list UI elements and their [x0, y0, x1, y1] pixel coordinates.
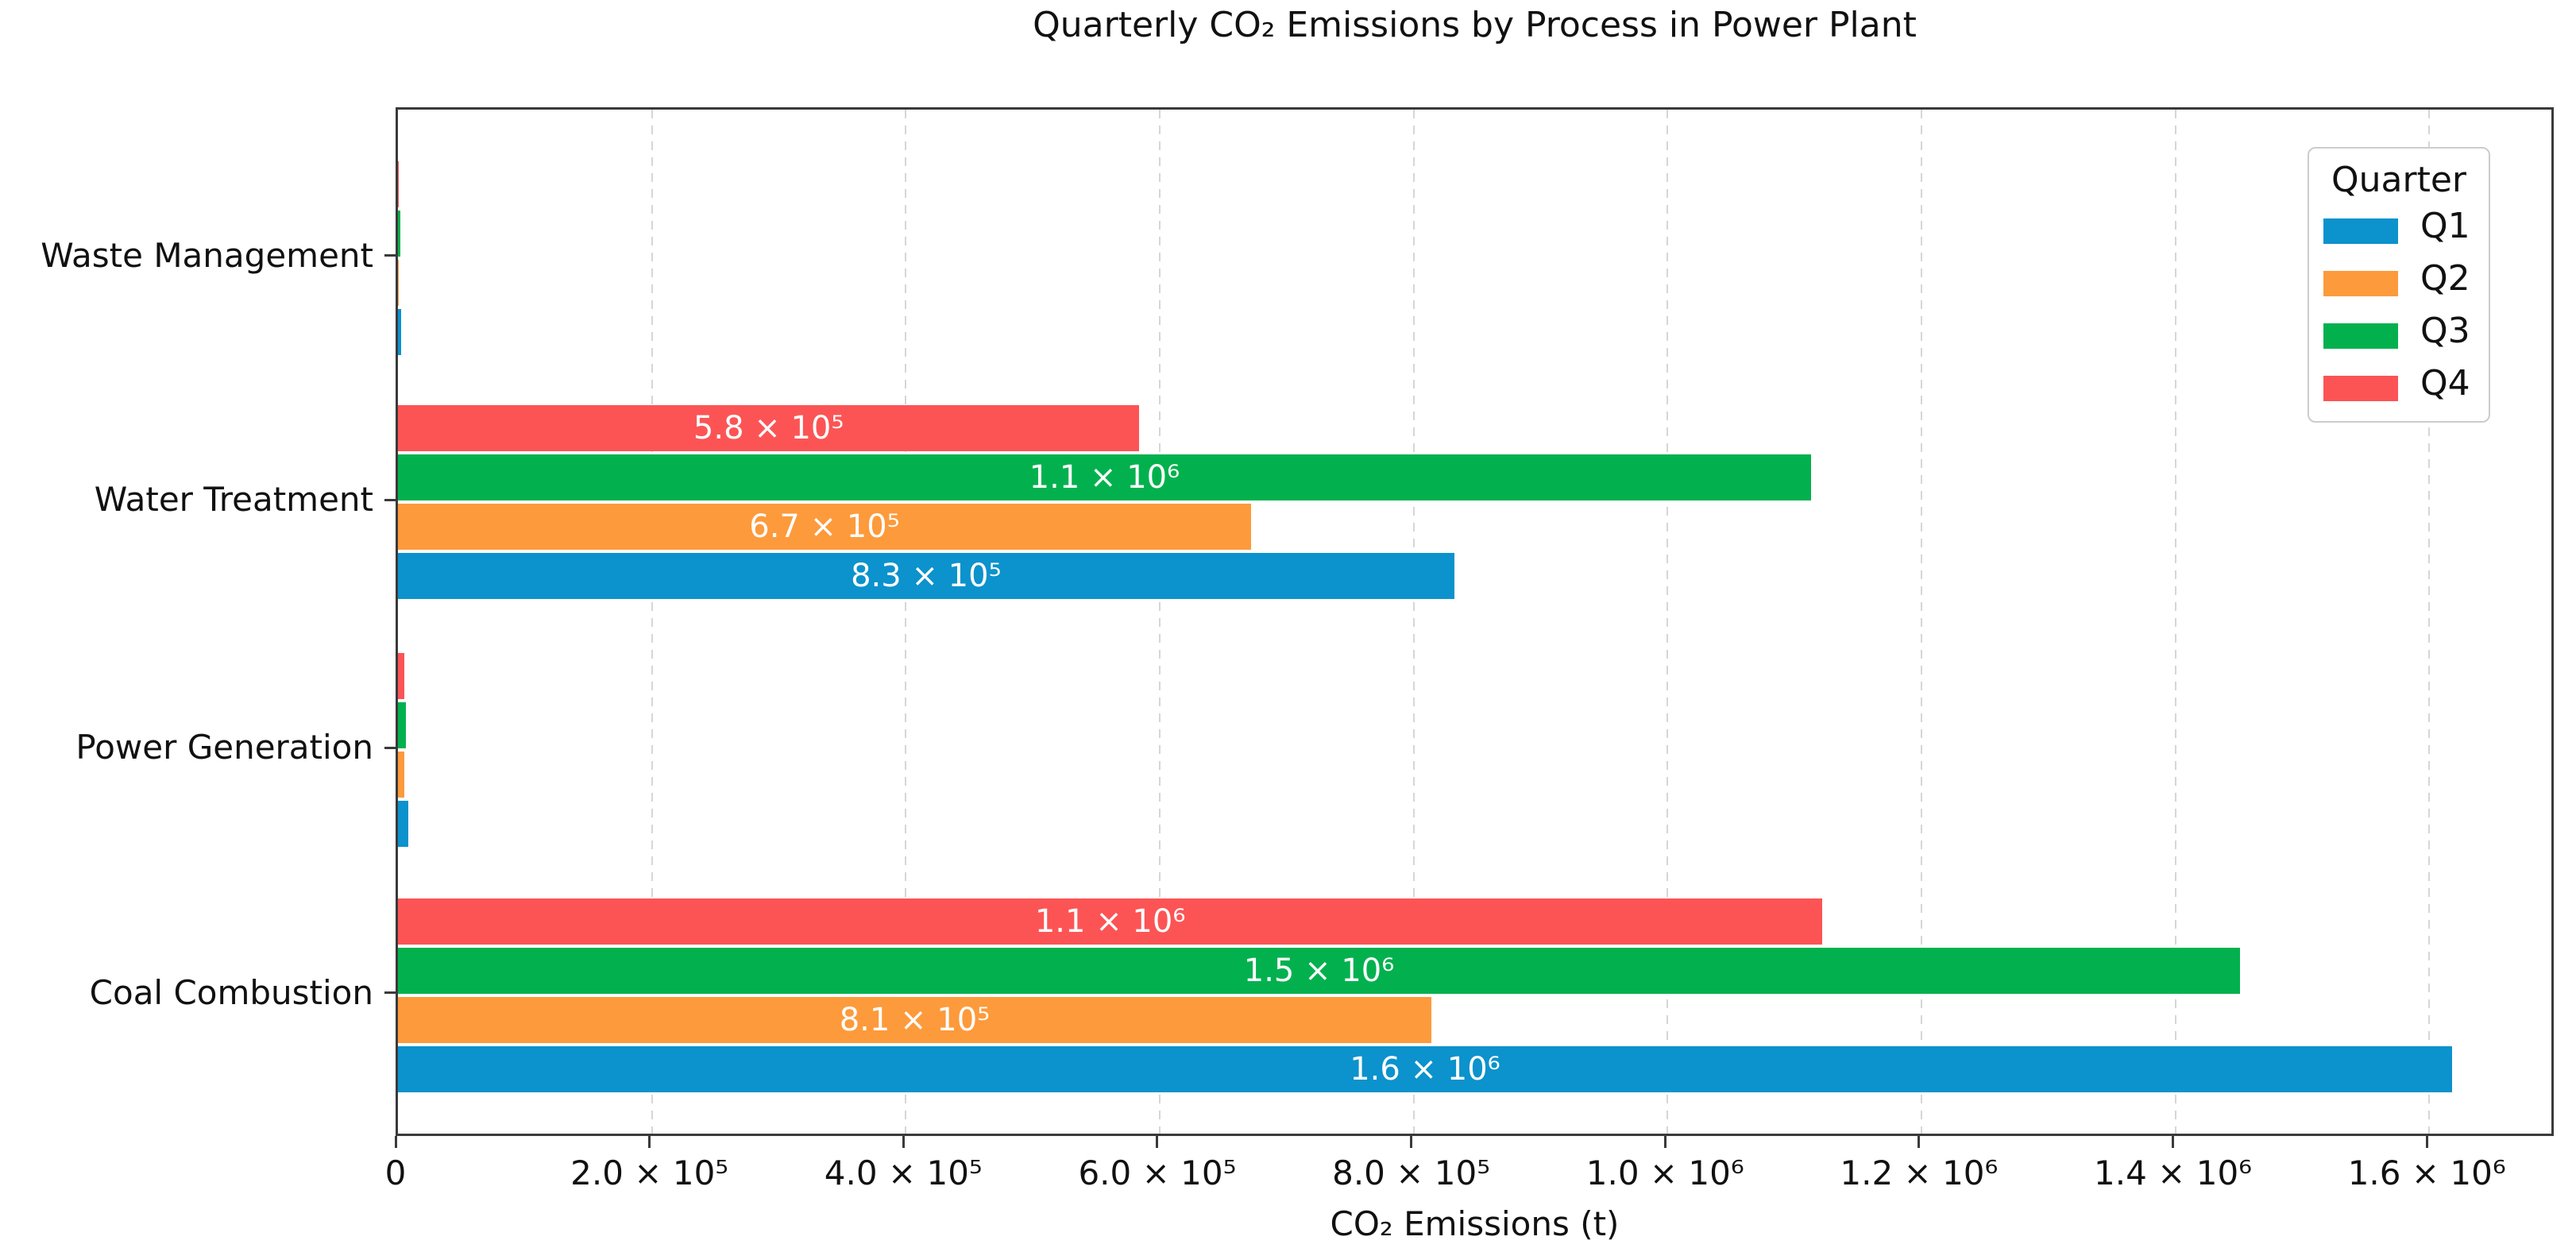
x-tick-label: 0: [384, 1153, 407, 1192]
gridline: [1666, 110, 1669, 1134]
gridline: [1920, 110, 1922, 1134]
bar-q2-2: [398, 751, 404, 798]
bar-q3-2: [398, 702, 407, 749]
gridline: [651, 110, 653, 1134]
x-tick-label: 1.6 × 10⁶: [2347, 1153, 2506, 1192]
y-tick-label-3: Coal Combustion: [89, 972, 373, 1012]
legend-label-q4: Q4: [2420, 363, 2470, 404]
x-tick: [902, 1136, 905, 1148]
bar-value-label: 6.7 × 10⁵: [749, 508, 900, 545]
y-tick: [384, 254, 396, 257]
y-tick-label-0: Waste Management: [41, 235, 373, 275]
y-tick: [384, 498, 396, 501]
legend-swatch-q3: [2323, 323, 2398, 349]
bar-value-label: 1.5 × 10⁶: [1243, 953, 1395, 990]
x-tick: [1663, 1136, 1666, 1148]
plot-area: 5.8 × 10⁵ 1.1 × 10⁶ 6.7 × 10⁵ 8.3 × 10⁵ 1.1 …: [396, 107, 2554, 1136]
bar-value-label: 8.3 × 10⁵: [851, 557, 1002, 594]
gridline: [905, 110, 907, 1134]
x-tick-label: 2.0 × 10⁵: [570, 1153, 729, 1192]
x-tick: [648, 1136, 651, 1148]
legend-title: Quarter: [2331, 160, 2466, 200]
bar-value-label: 1.1 × 10⁶: [1034, 903, 1186, 941]
x-axis-title: CO₂ Emissions (t): [1330, 1204, 1620, 1243]
gridline: [2174, 110, 2176, 1134]
bar-q1-0: [398, 308, 401, 355]
bar-q1-3: [398, 1045, 2452, 1092]
x-tick-label: 1.4 × 10⁶: [2094, 1153, 2252, 1192]
x-tick: [1410, 1136, 1413, 1148]
bar-value-label: 8.1 × 10⁵: [839, 1001, 991, 1038]
chart-title: Quarterly CO₂ Emissions by Process in Po…: [1033, 5, 1917, 45]
bar-q4-1: [398, 405, 1140, 452]
y-tick-label-2: Power Generation: [75, 728, 373, 767]
bar-q3-0: [398, 211, 401, 257]
x-tick: [1156, 1136, 1159, 1148]
gridline: [1412, 110, 1415, 1134]
gridline: [2428, 110, 2431, 1134]
bar-value-label: 1.1 × 10⁶: [1029, 459, 1180, 497]
bar-q4-3: [398, 898, 1823, 945]
y-tick: [384, 991, 396, 995]
legend-label-q1: Q1: [2420, 206, 2470, 246]
x-tick-label: 1.2 × 10⁶: [1840, 1153, 1999, 1192]
x-tick-label: 4.0 × 10⁵: [824, 1153, 983, 1192]
x-tick-label: 1.0 × 10⁶: [1585, 1153, 1744, 1192]
legend-swatch-q2: [2323, 271, 2398, 296]
bar-q4-2: [398, 653, 404, 700]
legend-swatch-q4: [2323, 376, 2398, 401]
legend-label-q2: Q2: [2420, 258, 2470, 299]
y-tick-label-1: Water Treatment: [94, 480, 373, 520]
x-tick-label: 8.0 × 10⁵: [1332, 1153, 1491, 1192]
bar-value-label: 5.8 × 10⁵: [693, 410, 844, 447]
x-tick-label: 6.0 × 10⁵: [1078, 1153, 1237, 1192]
x-tick: [2172, 1136, 2175, 1148]
x-tick: [1918, 1136, 1921, 1148]
x-tick: [394, 1136, 397, 1148]
x-tick: [2425, 1136, 2428, 1148]
legend: Quarter Q1 Q2 Q3 Q4: [2308, 147, 2490, 423]
legend-swatch-q1: [2323, 218, 2398, 244]
gridline: [1158, 110, 1161, 1134]
bar-q3-3: [398, 948, 2241, 995]
bar-q2-1: [398, 503, 1251, 550]
bar-q4-0: [398, 161, 399, 208]
bar-value-label: 1.6 × 10⁶: [1350, 1050, 1500, 1088]
bar-q2-3: [398, 996, 1431, 1043]
legend-label-q3: Q3: [2420, 311, 2470, 351]
bar-q1-1: [398, 552, 1454, 599]
bar-q2-0: [398, 259, 399, 306]
y-tick: [384, 746, 396, 749]
bar-q1-2: [398, 800, 408, 847]
bar-q3-1: [398, 454, 1811, 501]
